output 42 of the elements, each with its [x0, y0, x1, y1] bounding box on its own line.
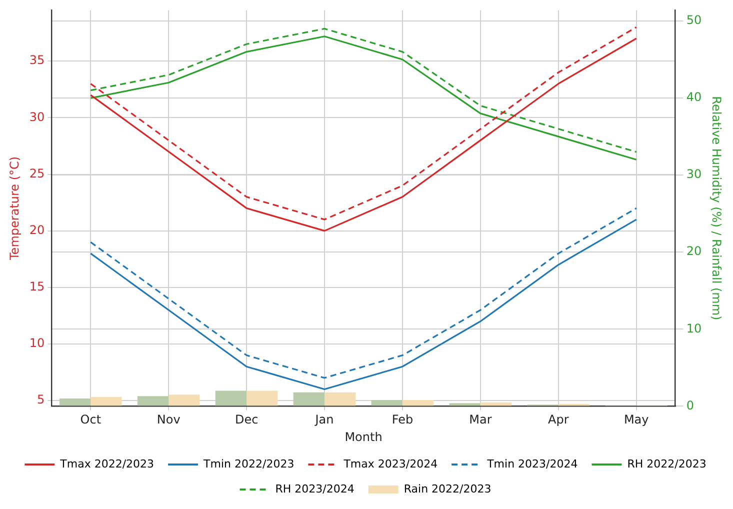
y-tick-label: 25: [29, 166, 45, 180]
x-tick-label: Nov: [156, 412, 180, 427]
bar: [137, 396, 169, 406]
y2-tick-label: 50: [686, 13, 702, 28]
bar: [90, 396, 122, 406]
bar: [449, 403, 480, 406]
bar: [293, 392, 325, 406]
bar: [168, 394, 200, 406]
x-tick-label: Jan: [314, 412, 334, 427]
y-tick-label: 30: [29, 110, 45, 124]
bar: [246, 390, 278, 406]
bar: [324, 392, 356, 406]
bar: [371, 400, 402, 406]
y2-tick-label: 20: [686, 244, 702, 258]
y2-tick-label: 10: [686, 321, 702, 336]
y-tick-label: 5: [37, 392, 45, 407]
legend-label: Rain 2022/2023: [404, 482, 492, 496]
legend-label: RH 2022/2023: [627, 457, 706, 470]
legend-label: Tmax 2022/2023: [59, 457, 154, 470]
y-tick-label: 10: [29, 336, 45, 350]
legend-label: Tmax 2023/2024: [342, 457, 438, 470]
y2-tick-label: 0: [686, 398, 694, 412]
legend-label: RH 2023/2024: [275, 482, 354, 496]
legend-label: Tmin 2022/2023: [202, 457, 294, 470]
y2-tick-label: 30: [686, 167, 702, 182]
x-axis-title: Month: [344, 430, 382, 444]
y-tick-label: 20: [29, 222, 45, 237]
y2-axis-title: Relative Humidity (%) / Rainfall (mm): [710, 96, 724, 320]
x-tick-label: Dec: [234, 412, 258, 427]
y2-tick-label: 40: [686, 90, 702, 104]
legend-label: Tmin 2023/2024: [486, 457, 578, 470]
y-tick-label: 15: [29, 280, 45, 294]
y-tick-label: 35: [29, 53, 45, 68]
x-tick-label: Mar: [469, 412, 492, 427]
x-tick-label: Apr: [548, 412, 569, 427]
x-tick-label: Feb: [392, 412, 414, 427]
bar: [59, 398, 91, 406]
bar: [215, 390, 247, 406]
y-axis-title: Temperature (°C): [7, 156, 22, 261]
x-tick-label: Oct: [80, 412, 102, 427]
x-tick-label: May: [624, 412, 649, 427]
bar: [402, 400, 434, 406]
